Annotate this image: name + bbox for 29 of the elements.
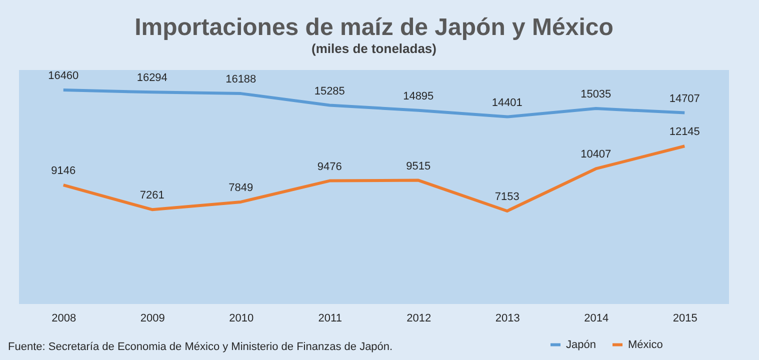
legend-label: Japón <box>566 338 596 351</box>
data-label: 9146 <box>51 165 76 178</box>
x-tick-label: 2008 <box>52 312 76 324</box>
x-tick-label: 2012 <box>406 312 432 324</box>
data-label: 15285 <box>314 85 345 98</box>
data-label: 16460 <box>48 70 79 82</box>
x-tick-label: 2014 <box>584 312 609 324</box>
x-tick-label: 2011 <box>318 312 342 324</box>
x-tick-label: 2010 <box>229 312 254 324</box>
data-label: 7261 <box>140 190 164 202</box>
data-label: 12145 <box>669 126 700 138</box>
data-label: 16294 <box>136 72 168 84</box>
x-tick-label: 2015 <box>672 312 698 324</box>
source-note: Fuente: Secretaría de Economia de México y Ministerio de Finanzas de Japón. <box>8 341 393 353</box>
x-tick-label: 2009 <box>140 312 165 324</box>
data-label: 14401 <box>492 96 522 109</box>
x-tick-label: 2013 <box>495 312 520 324</box>
legend-label: México <box>628 338 663 351</box>
data-label: 9476 <box>317 160 342 173</box>
data-label: 10407 <box>580 148 612 161</box>
data-label: 7153 <box>494 191 520 204</box>
data-label: 16188 <box>226 74 256 86</box>
data-label: 14895 <box>403 90 434 102</box>
data-label: 9515 <box>406 160 431 172</box>
data-label: 7849 <box>228 182 254 194</box>
data-label: 14707 <box>669 92 700 105</box>
chart-subtitle: (miles de toneladas) <box>312 41 436 56</box>
data-label: 15035 <box>580 88 612 101</box>
chart-title: Importaciones de maíz de Japón y México <box>134 14 614 41</box>
